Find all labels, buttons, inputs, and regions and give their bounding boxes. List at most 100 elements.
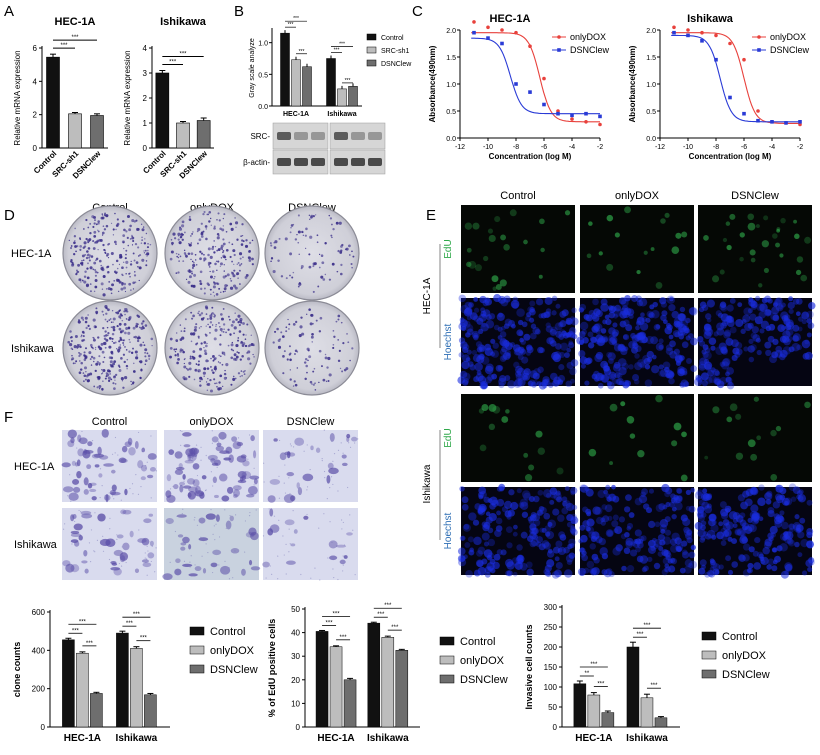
colony-dot: [335, 221, 339, 225]
hoechst-nucleus: [485, 363, 494, 372]
colony-dot: [318, 330, 322, 333]
blot-band: [277, 132, 291, 140]
hoechst-nucleus: [664, 563, 670, 569]
edu-nucleus: [491, 275, 499, 283]
colony-dot: [224, 274, 228, 278]
stain-label: Hoechst: [443, 512, 454, 549]
colony-dot: [273, 246, 277, 249]
hoechst-nucleus: [674, 501, 683, 511]
colony-dot: [200, 378, 204, 381]
invaded-cell: [188, 573, 198, 577]
membrane-pore: [283, 554, 285, 556]
data-point-DSNClew: [584, 111, 588, 116]
colony-dot: [86, 254, 89, 257]
hoechst-nucleus: [710, 367, 716, 373]
colony-dot: [188, 218, 192, 221]
colony-dot: [321, 261, 325, 265]
membrane-pore: [211, 442, 213, 444]
hoechst-nucleus: [775, 297, 783, 305]
y-tick-label: 2.0: [446, 28, 456, 35]
colony-dot: [144, 249, 147, 252]
colony-dot: [101, 216, 105, 220]
colony-dot: [189, 357, 192, 360]
hoechst-nucleus: [532, 533, 539, 540]
hoechst-nucleus: [637, 359, 646, 368]
hoechst-nucleus: [483, 541, 490, 547]
hoechst-nucleus: [624, 380, 632, 387]
chart-title: Ishikawa: [687, 13, 734, 25]
membrane-pore: [194, 516, 196, 519]
colony-dot: [202, 371, 206, 375]
colony-dot: [134, 350, 138, 354]
membrane-pore: [288, 477, 290, 479]
colony-dot: [298, 282, 302, 286]
colony-dot: [227, 328, 230, 331]
hoechst-nucleus: [748, 297, 754, 303]
hoechst-nucleus: [703, 531, 709, 537]
colony-dot: [138, 266, 142, 270]
colony-plate: [62, 205, 158, 301]
colony-dot: [101, 373, 103, 375]
hoechst-nucleus: [622, 334, 628, 340]
hoechst-nucleus: [516, 488, 522, 494]
hoechst-nucleus: [632, 342, 639, 350]
colony-dot: [213, 367, 217, 371]
x-tick-label: -4: [769, 144, 775, 151]
data-point-onlyDOX: [570, 117, 574, 121]
colony-dot: [322, 278, 326, 281]
colony-dot: [145, 232, 148, 235]
colony-dot: [212, 371, 215, 375]
colony-dot: [277, 259, 280, 262]
hoechst-nucleus: [564, 486, 570, 492]
colony-dot: [228, 241, 231, 244]
hoechst-nucleus: [784, 535, 792, 544]
hoechst-nucleus: [555, 303, 561, 309]
hoechst-nucleus: [675, 321, 683, 329]
hoechst-nucleus: [613, 308, 622, 317]
y-tick-label: 30: [291, 652, 300, 661]
hoechst-nucleus: [611, 484, 616, 490]
colony-dot: [300, 267, 303, 270]
hoechst-nucleus: [664, 566, 671, 573]
fluorescence-image: [461, 205, 575, 293]
hoechst-nucleus: [530, 323, 537, 329]
colony-dot: [327, 380, 330, 383]
colony-dot: [239, 358, 242, 361]
colony-dot: [310, 313, 314, 317]
hoechst-nucleus: [527, 380, 534, 387]
column-label: onlyDOX: [615, 190, 660, 202]
invaded-cell: [253, 478, 258, 485]
colony-dot: [68, 239, 71, 242]
invaded-cell: [335, 544, 347, 548]
membrane-pore: [182, 508, 184, 510]
colony-dot: [129, 237, 132, 240]
colony-dot: [115, 243, 117, 245]
hoechst-nucleus: [806, 499, 813, 506]
hoechst-nucleus: [769, 525, 778, 534]
colony-dot: [150, 337, 154, 341]
hoechst-nucleus: [704, 363, 712, 371]
colony-dot: [84, 366, 88, 370]
invaded-cell: [232, 485, 242, 491]
hoechst-nucleus: [558, 329, 567, 338]
colony-dot: [293, 380, 296, 383]
colony-dot: [330, 234, 333, 237]
colony-dot: [220, 313, 223, 316]
hoechst-nucleus: [625, 537, 634, 546]
data-point-onlyDOX: [728, 41, 732, 46]
hoechst-nucleus: [533, 495, 540, 503]
x-tick-label: -6: [741, 144, 747, 151]
colony-dot: [144, 355, 147, 358]
hoechst-nucleus: [535, 298, 544, 306]
colony-dot: [224, 369, 226, 372]
colony-dot: [106, 320, 109, 323]
invaded-cell: [205, 513, 216, 520]
invaded-cell: [73, 523, 83, 531]
membrane-pore: [262, 535, 265, 537]
colony-dot: [203, 292, 206, 295]
colony-dot: [318, 253, 321, 256]
hoechst-nucleus: [750, 504, 759, 513]
colony-dot: [230, 323, 234, 327]
hoechst-nucleus: [700, 372, 709, 381]
colony-dot: [84, 378, 87, 381]
